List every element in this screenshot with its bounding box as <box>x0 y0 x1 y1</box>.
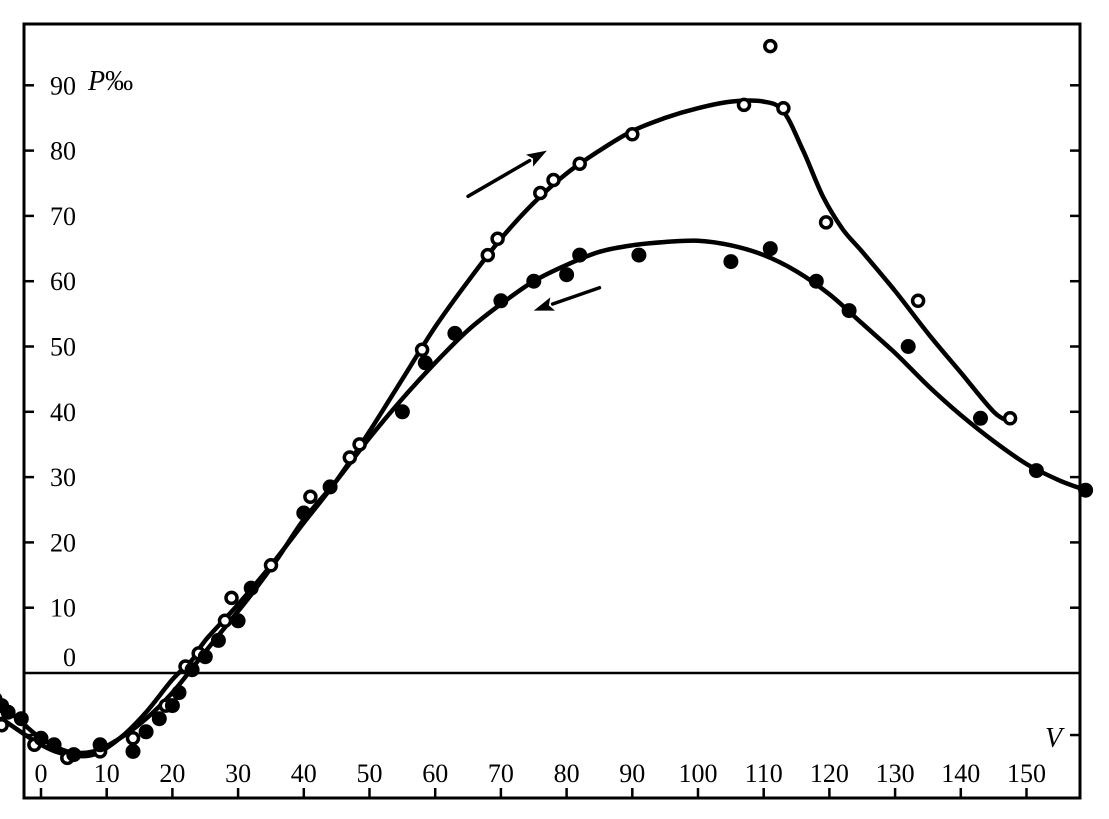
x-tick-label: 130 <box>876 759 915 788</box>
filled-data-point <box>394 404 410 420</box>
filled-data-point <box>1028 463 1044 479</box>
filled-data-point <box>33 730 49 746</box>
filled-data-point <box>171 685 187 701</box>
x-tick-label: 60 <box>422 759 448 788</box>
filled-data-point <box>723 254 739 270</box>
filled-data-point <box>296 505 312 521</box>
x-tick-label: 40 <box>291 759 317 788</box>
filled-data-point <box>447 325 463 341</box>
filled-data-point <box>66 747 82 763</box>
filled-data-point <box>973 410 988 426</box>
x-tick-label: 80 <box>554 759 580 788</box>
x-tick-label: 0 <box>35 759 48 788</box>
x-tick-label: 150 <box>1007 759 1046 788</box>
filled-data-point <box>631 247 647 263</box>
open-data-point <box>572 156 587 171</box>
y-tick-label: 0 <box>63 643 76 672</box>
x-tick-label: 90 <box>619 759 645 788</box>
arrow-up-right-icon-shaft <box>466 158 532 199</box>
arrow-down-left-icon-head <box>533 297 555 311</box>
filled-data-point <box>197 649 213 665</box>
open-data-point <box>1002 411 1018 426</box>
open-data-point <box>414 342 430 358</box>
arrow-up-right-icon-head <box>526 150 547 167</box>
filled-data-point <box>230 613 246 629</box>
axes-layer: 0 10 20 30 40 50 60 70 80 90 0 10 20 30 40 50 60 70 80 90 10… <box>24 71 1080 798</box>
y-axis-title-unit: ‰ <box>105 66 133 97</box>
filled-data-point <box>417 355 433 371</box>
y-axis-title-prefix: P <box>87 66 105 97</box>
filled-data-point <box>125 743 141 759</box>
open-data-point <box>224 590 239 606</box>
filled-data-point <box>138 724 154 740</box>
y-tick-label: 10 <box>50 594 76 623</box>
open-data-point <box>763 38 778 54</box>
y-tick-label: 20 <box>50 528 76 557</box>
filled-data-point <box>900 339 916 354</box>
arrow-down-left-icon <box>533 285 602 311</box>
filled-data-point <box>572 247 588 263</box>
open-data-point <box>352 437 367 452</box>
y-tick-label: 90 <box>50 71 76 100</box>
filled-data-point <box>151 711 167 727</box>
filled-data-point <box>164 698 180 714</box>
open-data-point <box>490 231 505 247</box>
arrow-down-left-icon-shaft <box>550 285 602 306</box>
x-tick-label: 70 <box>488 759 514 788</box>
open-data-point <box>546 172 561 188</box>
y-tick-label: 40 <box>50 398 76 427</box>
filled-data-point <box>762 241 778 257</box>
filled-data-point <box>559 267 575 283</box>
filled-data-point <box>92 737 108 753</box>
y-tick-label: 30 <box>50 463 76 492</box>
open-data-point <box>217 613 233 629</box>
points-layer <box>0 38 1094 766</box>
open-data-point <box>125 731 141 746</box>
curve-decreasing <box>0 238 1088 756</box>
open-data-point <box>736 97 752 113</box>
filled-data-point <box>526 273 542 289</box>
open-data-point <box>533 185 548 201</box>
filled-data-point <box>243 580 259 596</box>
filled-data-point <box>0 704 16 720</box>
y-tick-label: 80 <box>50 137 76 166</box>
x-tick-label: 100 <box>679 759 718 788</box>
filled-data-point <box>841 303 857 319</box>
filled-data-point <box>13 711 29 727</box>
y-tick-label: 70 <box>50 202 76 231</box>
y-tick-label: 60 <box>50 267 76 296</box>
curve-increasing <box>0 98 1013 759</box>
open-data-point <box>303 489 318 504</box>
x-tick-label: 20 <box>159 759 185 788</box>
x-tick-label: 30 <box>225 759 251 788</box>
open-data-point <box>818 215 834 230</box>
open-data-point <box>342 450 358 465</box>
x-tick-label: 140 <box>941 759 980 788</box>
filled-data-point <box>46 737 62 753</box>
open-data-point <box>0 717 9 733</box>
arrows-layer <box>466 150 602 311</box>
y-tick-label: 50 <box>50 333 76 362</box>
filled-data-point <box>210 632 226 648</box>
filled-data-point <box>322 479 338 495</box>
x-tick-label: 10 <box>94 759 120 788</box>
y-axis-title: P‰ <box>87 66 133 97</box>
open-data-point <box>625 127 640 142</box>
open-data-point <box>910 293 926 309</box>
arrow-up-right-icon <box>466 150 547 199</box>
open-data-point <box>263 558 279 573</box>
filled-data-point <box>493 293 509 309</box>
open-data-point <box>480 247 496 263</box>
x-axis-title: V <box>1045 723 1065 754</box>
open-data-point <box>776 100 791 116</box>
x-tick-label: 120 <box>810 759 849 788</box>
filled-data-point <box>184 662 200 678</box>
x-tick-label: 110 <box>745 759 783 788</box>
filled-data-point <box>1078 482 1094 498</box>
filled-data-point <box>808 273 824 289</box>
x-tick-label: 50 <box>357 759 383 788</box>
